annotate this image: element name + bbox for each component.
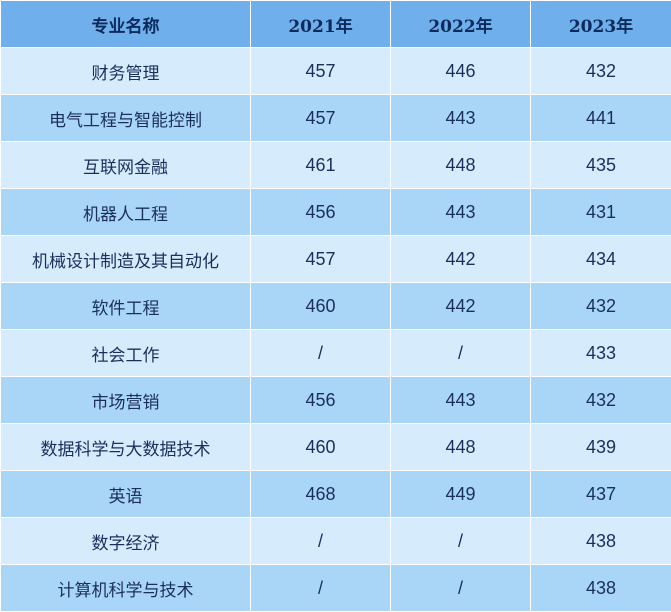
major-name: 数据科学与大数据技术 <box>0 423 251 471</box>
table-row: 软件工程 460 442 432 <box>0 282 671 330</box>
major-name: 软件工程 <box>0 282 251 330</box>
score-2022: 446 <box>390 47 531 95</box>
score-2023: 435 <box>530 141 671 189</box>
score-2022: 448 <box>390 423 531 471</box>
major-name: 电气工程与智能控制 <box>0 94 251 142</box>
header-major: 专业名称 <box>0 0 251 48</box>
score-2021: / <box>250 329 391 377</box>
score-2023: 441 <box>530 94 671 142</box>
score-2023: 438 <box>530 517 671 565</box>
score-2021: 457 <box>250 94 391 142</box>
score-2022: / <box>390 517 531 565</box>
score-2021: / <box>250 517 391 565</box>
table-row: 财务管理 457 446 432 <box>0 47 671 95</box>
header-2023: 2023年 <box>530 0 671 48</box>
score-2023: 432 <box>530 376 671 424</box>
major-name: 机器人工程 <box>0 188 251 236</box>
score-2021: 460 <box>250 282 391 330</box>
table-row: 机器人工程 456 443 431 <box>0 188 671 236</box>
table-row: 社会工作 / / 433 <box>0 329 671 377</box>
header-2021: 2021年 <box>250 0 391 48</box>
major-name: 机械设计制造及其自动化 <box>0 235 251 283</box>
major-name: 市场营销 <box>0 376 251 424</box>
major-name: 数字经济 <box>0 517 251 565</box>
score-2021: 460 <box>250 423 391 471</box>
table-row: 数据科学与大数据技术 460 448 439 <box>0 423 671 471</box>
score-2022: 442 <box>390 282 531 330</box>
score-2021: 457 <box>250 235 391 283</box>
score-2022: 448 <box>390 141 531 189</box>
score-2022: 449 <box>390 470 531 518</box>
score-2021: 461 <box>250 141 391 189</box>
table-row: 市场营销 456 443 432 <box>0 376 671 424</box>
score-2022: / <box>390 329 531 377</box>
header-row: 专业名称 2021年 2022年 2023年 <box>0 0 671 48</box>
score-2023: 432 <box>530 47 671 95</box>
score-2022: 443 <box>390 376 531 424</box>
score-2023: 437 <box>530 470 671 518</box>
score-2023: 438 <box>530 564 671 612</box>
table-row: 计算机科学与技术 / / 438 <box>0 564 671 612</box>
score-2023: 432 <box>530 282 671 330</box>
score-2021: 468 <box>250 470 391 518</box>
table-row: 互联网金融 461 448 435 <box>0 141 671 189</box>
score-2021: 457 <box>250 47 391 95</box>
score-2021: 456 <box>250 376 391 424</box>
table-row: 英语 468 449 437 <box>0 470 671 518</box>
table-row: 数字经济 / / 438 <box>0 517 671 565</box>
score-2023: 431 <box>530 188 671 236</box>
table-row: 电气工程与智能控制 457 443 441 <box>0 94 671 142</box>
table-row: 机械设计制造及其自动化 457 442 434 <box>0 235 671 283</box>
score-2021: 456 <box>250 188 391 236</box>
major-name: 计算机科学与技术 <box>0 564 251 612</box>
major-name: 财务管理 <box>0 47 251 95</box>
score-2023: 434 <box>530 235 671 283</box>
major-name: 社会工作 <box>0 329 251 377</box>
major-name: 互联网金融 <box>0 141 251 189</box>
score-2022: 443 <box>390 94 531 142</box>
score-2023: 433 <box>530 329 671 377</box>
score-2022: 442 <box>390 235 531 283</box>
score-2022: 443 <box>390 188 531 236</box>
score-2021: / <box>250 564 391 612</box>
header-2022: 2022年 <box>390 0 531 48</box>
score-2023: 439 <box>530 423 671 471</box>
major-name: 英语 <box>0 470 251 518</box>
score-2022: / <box>390 564 531 612</box>
